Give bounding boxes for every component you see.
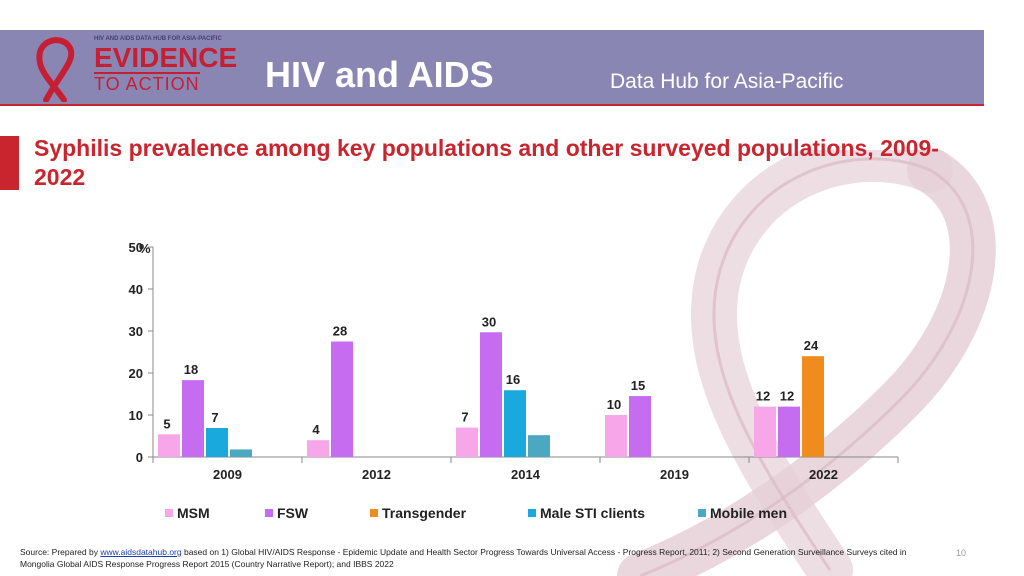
y-tick-label: 0 <box>136 450 143 465</box>
legend-label-msm: MSM <box>177 505 210 521</box>
title-accent-bar <box>0 136 19 190</box>
y-tick-label: 30 <box>129 324 143 339</box>
slide-title: Syphilis prevalence among key population… <box>34 135 939 190</box>
bar-fsw-2012 <box>331 341 353 457</box>
x-tick-label-2009: 2009 <box>213 467 242 482</box>
data-label-male-sti-clients-2009: 7 <box>211 410 218 425</box>
data-label-msm-2019: 10 <box>607 397 621 412</box>
logo-word-to-action: TO ACTION <box>94 72 200 94</box>
legend-label-mobile-men: Mobile men <box>710 505 788 521</box>
source-note: Source: Prepared by www.aidsdatahub.org … <box>20 546 930 570</box>
legend-item-mobile-men: Mobile men <box>698 505 787 521</box>
legend-swatch-transgender <box>370 509 378 517</box>
logo-word-evidence: EVIDENCE <box>94 42 238 73</box>
legend-item-fsw: FSW <box>265 505 308 521</box>
bar-fsw-2009 <box>182 380 204 457</box>
bar-transgender-2022 <box>802 356 824 457</box>
red-ribbon-icon <box>36 37 75 102</box>
legend-swatch-male-sti-clients <box>528 509 536 517</box>
bar-male-sti-clients-2009 <box>206 428 228 457</box>
chart-legend: MSM FSW Transgender Male STI clients Mobile … <box>165 505 965 525</box>
legend-item-transgender: Transgender <box>370 505 466 521</box>
data-label-fsw-2012: 28 <box>333 324 347 339</box>
data-label-msm-2014: 7 <box>461 410 468 425</box>
bar-msm-2012 <box>307 440 329 457</box>
legend-label-male-sti-clients: Male STI clients <box>540 505 646 521</box>
legend-item-male-sti-clients: Male STI clients <box>528 505 645 521</box>
x-tick-label-2019: 2019 <box>660 467 689 482</box>
bar-mobile-men-2009 <box>230 449 252 457</box>
data-label-fsw-2022: 12 <box>780 389 794 404</box>
data-label-male-sti-clients-2014: 16 <box>506 372 520 387</box>
header-bar <box>0 30 984 104</box>
legend-swatch-mobile-men <box>698 509 706 517</box>
bar-mobile-men-2014 <box>528 435 550 457</box>
hub-subtitle: Data Hub for Asia-Pacific <box>610 70 844 93</box>
legend-item-msm: MSM <box>165 505 210 521</box>
data-label-msm-2009: 5 <box>163 416 170 431</box>
data-label-transgender-2022: 24 <box>804 338 819 353</box>
y-axis-unit-label: % <box>139 241 151 256</box>
data-label-msm-2012: 4 <box>312 422 320 437</box>
hub-title: HIV and AIDS <box>265 54 494 95</box>
x-tick-label-2022: 2022 <box>809 467 838 482</box>
y-tick-label: 20 <box>129 366 143 381</box>
bar-msm-2014 <box>456 427 478 457</box>
y-tick-label: 10 <box>129 408 143 423</box>
source-prefix: Source: Prepared by <box>20 547 101 557</box>
syphilis-prevalence-chart: 0 10 20 30 40 50% 2009 5 18 7 2012 4 28 2014 7 30 16 2019… <box>129 240 899 482</box>
bar-fsw-2019 <box>629 396 651 457</box>
data-label-fsw-2014: 30 <box>482 314 496 329</box>
x-tick-label-2014: 2014 <box>511 467 541 482</box>
data-label-msm-2022: 12 <box>756 389 770 404</box>
data-label-fsw-2009: 18 <box>184 362 198 377</box>
legend-label-fsw: FSW <box>277 505 309 521</box>
source-text: based on 1) Global HIV/AIDS Response - E… <box>20 547 907 569</box>
y-tick-label: 50 <box>129 240 143 255</box>
page-number: 10 <box>956 548 967 558</box>
header-divider <box>0 104 984 106</box>
x-tick-label-2012: 2012 <box>362 467 391 482</box>
bar-msm-2009 <box>158 434 180 457</box>
bar-male-sti-clients-2014 <box>504 390 526 457</box>
background-ribbon-graphic <box>617 150 996 576</box>
logo-tagline: HIV AND AIDS DATA HUB FOR ASIA-PACIFIC <box>94 36 222 42</box>
bar-msm-2022 <box>754 406 776 457</box>
aidsdatahub-link[interactable]: www.aidsdatahub.org <box>100 547 182 557</box>
evidence-to-action-logo: HIV AND AIDS DATA HUB FOR ASIA-PACIFIC E… <box>30 34 250 102</box>
bar-msm-2019 <box>605 415 627 457</box>
bar-fsw-2014 <box>480 332 502 457</box>
y-tick-label: 40 <box>129 282 143 297</box>
bar-fsw-2022 <box>778 406 800 457</box>
legend-label-transgender: Transgender <box>382 505 467 521</box>
legend-swatch-msm <box>165 509 173 517</box>
data-label-fsw-2019: 15 <box>631 378 645 393</box>
legend-swatch-fsw <box>265 509 273 517</box>
